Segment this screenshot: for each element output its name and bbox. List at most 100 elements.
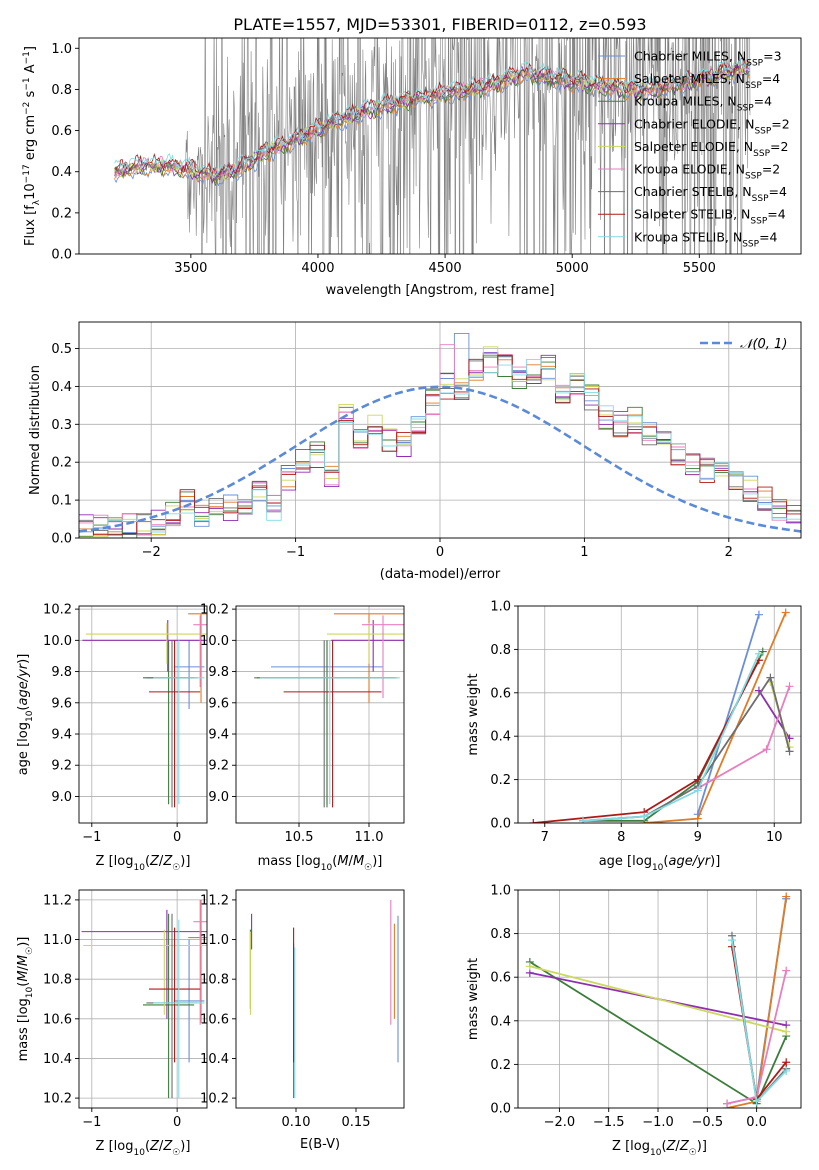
y-tick-label: 0.4 bbox=[490, 1014, 511, 1029]
label-fragment: mass [log bbox=[258, 854, 321, 869]
x-tick-label: 4000 bbox=[301, 261, 334, 276]
label-fragment: λ bbox=[32, 199, 42, 205]
label-fragment: M bbox=[353, 854, 364, 869]
spectrum-model-line bbox=[114, 56, 750, 177]
label-fragment: M bbox=[337, 854, 348, 869]
y-tick-label: 9.6 bbox=[208, 696, 229, 711]
x-tick-label: −2.0 bbox=[544, 1115, 576, 1130]
x-axis-label: wavelength [Angstrom, rest frame] bbox=[326, 283, 555, 298]
label-fragment: ☉ bbox=[172, 1148, 180, 1158]
label-fragment: SSP bbox=[742, 239, 759, 249]
label-fragment: =2 bbox=[770, 139, 788, 154]
weight-point-marker bbox=[723, 1099, 732, 1108]
legend-label: Kroupa ELODIE, NSSP=2 bbox=[634, 162, 780, 182]
label-fragment: =4 bbox=[769, 184, 787, 199]
legend-label: Chabrier STELIB, NSSP=4 bbox=[634, 184, 787, 204]
y-tick-label: 0.6 bbox=[490, 971, 511, 986]
y-tick-label: 11.2 bbox=[43, 893, 72, 908]
label-fragment: Z [log bbox=[96, 854, 134, 869]
x-tick-label: 2 bbox=[725, 545, 733, 560]
y-tick-label: 0.0 bbox=[51, 248, 72, 263]
label-fragment: erg cm bbox=[23, 115, 38, 164]
label-fragment: ( bbox=[661, 1139, 666, 1154]
legend-label: Chabrier MILES, NSSP=3 bbox=[634, 49, 782, 69]
y-tick-label: 0.2 bbox=[51, 456, 72, 471]
y-tick-label: 10.0 bbox=[43, 634, 72, 649]
x-axis-label: Z [log10(Z/Z☉)] bbox=[96, 854, 191, 873]
label-fragment: M bbox=[16, 955, 31, 966]
weight-point-marker bbox=[754, 610, 763, 619]
label-fragment: age [log bbox=[16, 722, 31, 775]
y-tick-label: 9.0 bbox=[51, 790, 72, 805]
weight-point-marker bbox=[785, 682, 794, 691]
y-tick-label: 10.2 bbox=[200, 1092, 229, 1107]
x-axis-label: E(B-V) bbox=[300, 1137, 340, 1152]
massweight-vs-Z-plot: −2.0 −1.5 −1.0 −0.5 0.0 0.0 0.2 0.4 0.6 0.8 1.0 mas… bbox=[466, 884, 802, 1158]
weight-point-marker bbox=[693, 786, 702, 795]
label-fragment: Kroupa MILES, N bbox=[634, 94, 737, 109]
weight-line bbox=[582, 675, 791, 822]
x-tick-label: 0 bbox=[436, 545, 444, 560]
y-tick-label: 9.4 bbox=[208, 728, 229, 743]
label-fragment: 10 bbox=[133, 863, 145, 873]
y-tick-label: 9.0 bbox=[208, 790, 229, 805]
label-fragment: / bbox=[349, 854, 354, 869]
weight-point-marker bbox=[693, 775, 702, 784]
spectrum-lines bbox=[114, 38, 751, 254]
weight-lines bbox=[529, 608, 794, 823]
weight-point-marker bbox=[529, 819, 538, 823]
weight-point-marker bbox=[762, 745, 771, 754]
legend-label: Salpeter MILES, NSSP=4 bbox=[634, 71, 780, 91]
legend-label: Kroupa STELIB, NSSP=4 bbox=[634, 229, 778, 249]
y-tick-label: 0.0 bbox=[51, 532, 72, 547]
x-axis-label: (data-model)/error bbox=[380, 567, 501, 582]
x-tick-label: 8 bbox=[617, 830, 625, 845]
y-tick-label: 0.3 bbox=[51, 418, 72, 433]
x-tick-label: −0.5 bbox=[692, 1115, 724, 1130]
gaussian-curve bbox=[79, 385, 801, 533]
label-fragment: M bbox=[16, 970, 31, 981]
label-fragment: )] bbox=[180, 1139, 190, 1154]
weight-line bbox=[582, 653, 760, 822]
y-tick-label: 10.6 bbox=[200, 1012, 229, 1027]
label-fragment: =4 bbox=[754, 94, 772, 109]
y-tick-label: 10.2 bbox=[200, 603, 229, 618]
weight-point-marker bbox=[727, 936, 736, 945]
label-fragment: SSP bbox=[746, 59, 763, 69]
label-fragment: ( bbox=[145, 854, 150, 869]
y-tick-label: 9.4 bbox=[51, 728, 72, 743]
x-tick-label: −1.0 bbox=[642, 1115, 674, 1130]
x-tick-label: 1 bbox=[580, 545, 588, 560]
weight-point-marker bbox=[766, 673, 775, 682]
y-tick-label: 11.2 bbox=[200, 893, 229, 908]
y-tick-label: 0.8 bbox=[51, 83, 72, 98]
label-fragment: Kroupa STELIB, N bbox=[634, 229, 742, 244]
x-tick-label: 9 bbox=[694, 830, 702, 845]
label-fragment: / bbox=[159, 854, 164, 869]
y-tick-label: 0.0 bbox=[490, 1102, 511, 1117]
label-fragment: ☉ bbox=[172, 863, 180, 873]
label-fragment: =3 bbox=[763, 49, 781, 64]
label-fragment: Kroupa ELODIE, N bbox=[634, 162, 745, 177]
x-tick-label: 10 bbox=[766, 830, 783, 845]
y-axis-label: age [log10(age/yr)] bbox=[16, 654, 35, 776]
x-tick-label: 0 bbox=[173, 1115, 181, 1130]
weight-point-marker bbox=[785, 747, 794, 756]
label-fragment: Salpeter ELODIE, N bbox=[634, 139, 753, 154]
label-fragment: ( bbox=[16, 982, 31, 987]
label-fragment: 10 bbox=[25, 710, 35, 722]
errorbars bbox=[254, 613, 404, 808]
weight-point-marker bbox=[693, 814, 702, 823]
label-fragment: )] bbox=[16, 654, 31, 664]
x-tick-label: −1 bbox=[82, 830, 101, 845]
label-fragment: Flux [f bbox=[23, 205, 38, 246]
label-fragment: ] bbox=[23, 46, 38, 51]
y-axis-label: Normed distribution bbox=[28, 365, 43, 495]
label-fragment: ( bbox=[663, 854, 668, 869]
label-fragment: Salpeter STELIB, N bbox=[634, 207, 750, 222]
label-fragment: =4 bbox=[759, 229, 777, 244]
weight-point-marker bbox=[640, 812, 649, 821]
label-fragment: age/yr bbox=[668, 854, 711, 869]
x-tick-label: 3500 bbox=[174, 261, 207, 276]
